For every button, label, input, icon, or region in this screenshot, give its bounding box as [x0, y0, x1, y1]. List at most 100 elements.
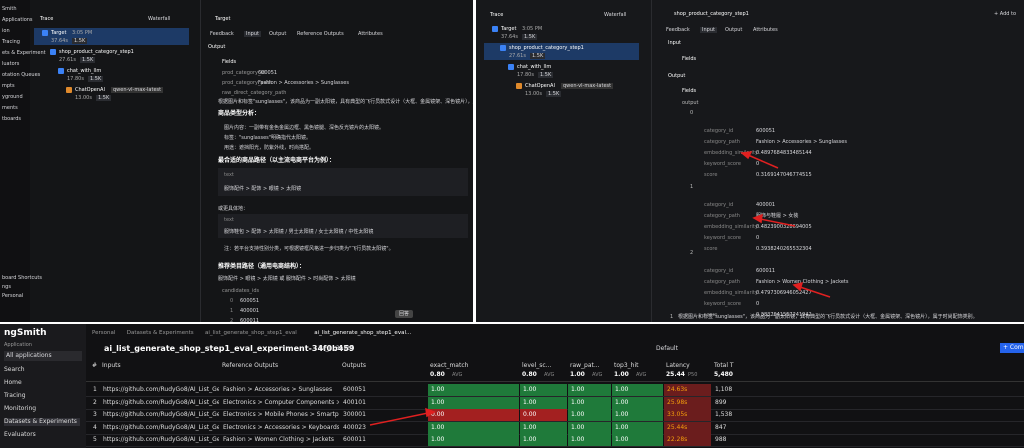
- column-stat: 1.00: [570, 371, 585, 378]
- right-panel: Trace Waterfall Target 3:05 PM 37.64s 1.5K sho…: [476, 0, 1024, 322]
- table-cell: 4: [93, 423, 97, 431]
- header-border: [86, 381, 1024, 382]
- table-cell: 899: [715, 398, 727, 406]
- sidebar-item[interactable]: otation Queues: [2, 72, 41, 78]
- sidebar-item[interactable]: board Shortcuts: [2, 275, 42, 281]
- field-value: 0.3169147046774515: [756, 172, 812, 178]
- trace-row-selected: [484, 43, 639, 60]
- sidebar-item[interactable]: yground: [2, 94, 23, 100]
- candidate: 400001: [240, 308, 260, 314]
- field-key: output: [682, 100, 699, 106]
- trace-name[interactable]: chat_with_llm: [67, 68, 102, 74]
- table-cell: 1.00: [520, 384, 567, 396]
- sidebar-item[interactable]: mpts: [2, 83, 15, 89]
- sidebar-item[interactable]: ion: [2, 28, 10, 34]
- candidate: 600011: [240, 318, 260, 322]
- trace-name[interactable]: shop_product_category_step1: [59, 49, 134, 55]
- fields-label: Fields: [682, 88, 697, 94]
- view-select[interactable]: Waterfall: [604, 12, 627, 18]
- column-stat: 25.44: [666, 371, 685, 378]
- field-key: score: [704, 312, 718, 318]
- sidebar-item[interactable]: luators: [2, 61, 20, 67]
- app-select[interactable]: All applications: [4, 351, 82, 361]
- field-value: Fashion > Accessories > Sunglasses: [258, 80, 349, 86]
- index: 0: [690, 110, 694, 116]
- compare-button[interactable]: + Compa: [1000, 343, 1024, 353]
- sidebar-item[interactable]: Personal: [2, 293, 24, 299]
- commit[interactable]: 1a_l...3e2bf: [318, 345, 354, 352]
- trace-name[interactable]: Target: [51, 30, 67, 36]
- field-key: embedding_similarity: [704, 224, 758, 230]
- trace-duration: 17.80s: [67, 76, 84, 82]
- field-key: embedding_similarity: [704, 290, 758, 296]
- trace-tokens: 1.5K: [96, 95, 112, 101]
- add-button[interactable]: + Add to: [994, 11, 1017, 17]
- trace-icon: [66, 87, 72, 93]
- field-key: keyword_score: [704, 301, 741, 307]
- tab[interactable]: Output: [725, 27, 743, 33]
- breadcrumb[interactable]: Personal: [92, 330, 116, 336]
- sidebar-item[interactable]: ets & Experiment: [2, 50, 46, 56]
- table-cell: 1.00: [428, 396, 519, 409]
- code-lang: text: [224, 172, 234, 178]
- breadcrumb[interactable]: ai_list_generate_shop_step1_eval: [205, 330, 297, 336]
- field-key: score: [704, 246, 718, 252]
- field-key: score: [704, 172, 718, 178]
- tab[interactable]: Feedback: [210, 31, 234, 37]
- trace-name[interactable]: ChatOpenAI: [525, 83, 555, 89]
- sidebar-item[interactable]: Smith: [2, 6, 17, 12]
- tooltip-button[interactable]: 回答: [395, 310, 414, 318]
- column-header: raw_pat...: [570, 362, 600, 369]
- breadcrumb[interactable]: Datasets & Experiments: [126, 330, 194, 336]
- trace-name[interactable]: shop_product_category_step1: [509, 45, 584, 51]
- sidebar-item[interactable]: tboards: [2, 116, 22, 122]
- sidebar: [0, 324, 86, 448]
- tab[interactable]: Attributes: [358, 31, 383, 37]
- sidebar-item[interactable]: ngs: [2, 284, 11, 290]
- bottom-panel: ngSmith Application All applications Search…: [0, 324, 1024, 448]
- trace-tokens: 1.5K: [80, 57, 96, 63]
- default-select[interactable]: Default: [656, 345, 678, 352]
- trace-name[interactable]: chat_with_llm: [517, 64, 552, 70]
- column-header: Outputs: [342, 362, 366, 369]
- candidate: 600051: [240, 298, 260, 304]
- field-value: 0.4823900328694005: [756, 224, 812, 230]
- bullet: 标签："sunglasses"明确指代太阳镜。: [224, 135, 312, 141]
- fields-label: Fields: [222, 59, 237, 65]
- tab[interactable]: Attributes: [753, 27, 778, 33]
- code-block: [218, 214, 468, 238]
- view-select[interactable]: Waterfall: [148, 16, 171, 22]
- fields-label: Fields: [682, 56, 697, 62]
- nav-item[interactable]: Monitoring: [4, 405, 37, 412]
- trace-name[interactable]: ChatOpenAI: [75, 87, 105, 93]
- field-key: category_path: [704, 213, 740, 219]
- tab[interactable]: Reference Outputs: [297, 31, 344, 37]
- breadcrumb[interactable]: ai_list_generate_shop_step1_eval...: [314, 330, 412, 336]
- tab[interactable]: Input: [244, 31, 261, 37]
- index: 2: [690, 250, 694, 256]
- field-value: 0.3938240265532304: [756, 246, 812, 252]
- bullet: 用途：遮挡阳光，防紫外线，时尚搭配。: [224, 145, 315, 151]
- sidebar-item[interactable]: Tracing: [2, 39, 20, 45]
- tab[interactable]: Input: [700, 27, 717, 33]
- table-cell: 988: [715, 436, 727, 444]
- nav-item[interactable]: Evaluators: [4, 431, 36, 438]
- text: 服饰配件 > 眼镜 > 太阳镜 或 服饰配件 > 时尚配饰 > 太阳镜: [218, 276, 356, 282]
- sidebar-item[interactable]: Applications: [2, 17, 33, 23]
- sidebar-item[interactable]: ments: [2, 105, 18, 111]
- trace-tokens: 1.5K: [538, 72, 554, 78]
- nav-item[interactable]: Datasets & Experiments: [4, 418, 80, 426]
- nav-item[interactable]: Tracing: [4, 392, 26, 399]
- nav-item[interactable]: Home: [4, 379, 22, 386]
- heading: 最合适的商品路径（以主流电商平台为例）：: [218, 157, 336, 164]
- index: 1: [670, 314, 674, 320]
- field-key: keyword_score: [704, 235, 741, 241]
- field-value: 600051: [756, 128, 776, 134]
- index: 0: [230, 298, 234, 304]
- nav-item[interactable]: Search: [4, 366, 25, 373]
- trace-duration: 27.61s: [509, 53, 526, 59]
- field-value: 0: [756, 161, 760, 167]
- tab[interactable]: Feedback: [666, 27, 690, 33]
- tab[interactable]: Output: [269, 31, 287, 37]
- trace-name[interactable]: Target: [501, 26, 517, 32]
